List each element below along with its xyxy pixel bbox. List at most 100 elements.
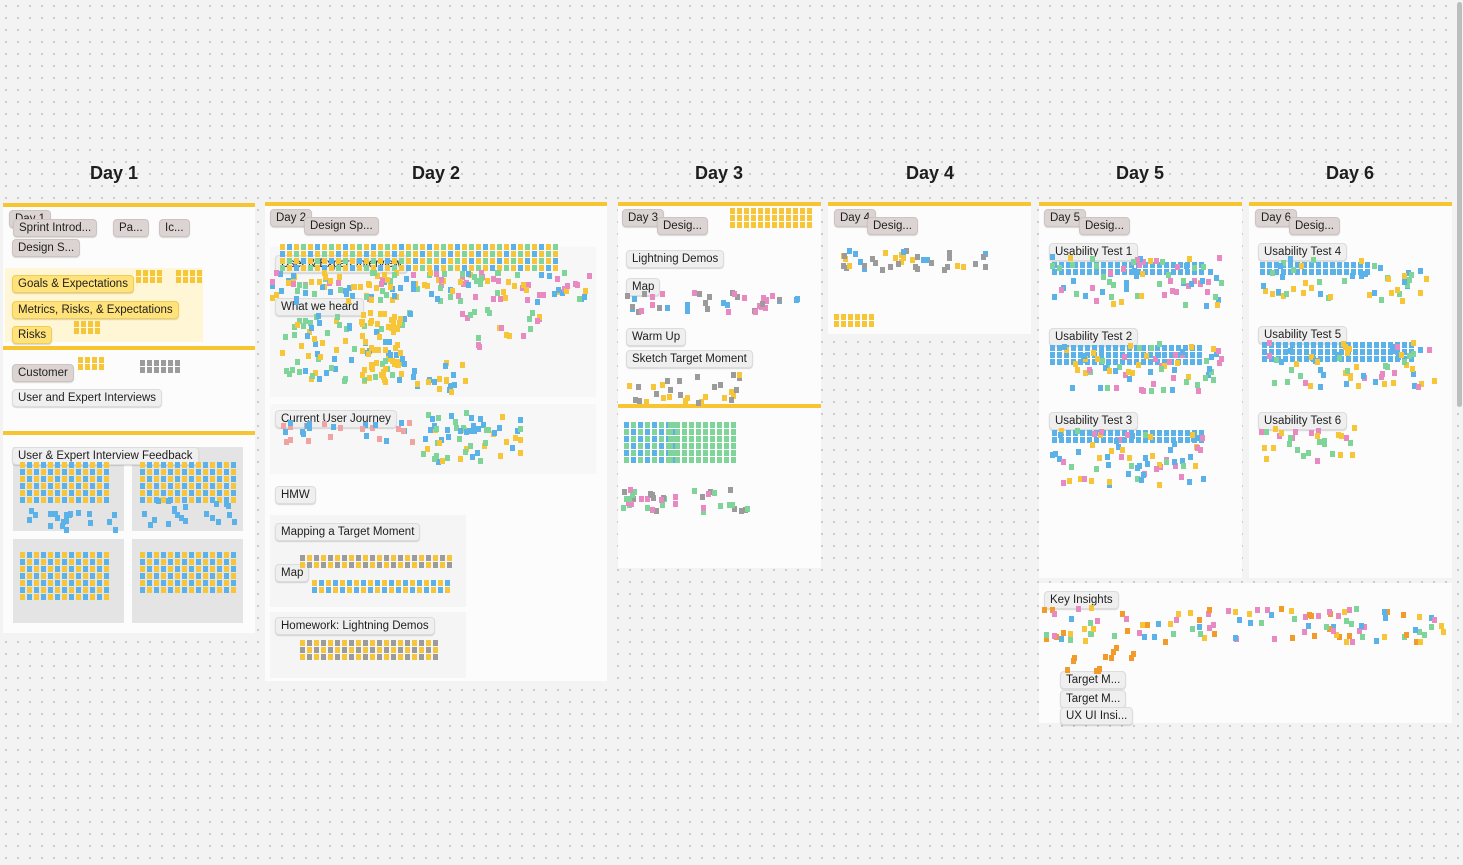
sticky-note: [1325, 349, 1330, 355]
sticky-note: [624, 450, 629, 456]
sticky-note: [203, 483, 208, 489]
sticky-note: [322, 258, 327, 264]
sticky-note: [140, 462, 145, 468]
sticky-note: [1190, 626, 1195, 632]
section-lightning-demos[interactable]: Lightning Demos: [626, 250, 725, 268]
section-homework-lightning-demos[interactable]: Homework: Lightning Demos: [275, 617, 435, 635]
sticky-note: [433, 654, 438, 660]
sticky-note: [69, 573, 74, 579]
sticky-note: [1072, 655, 1077, 661]
sticky-note: [497, 265, 502, 271]
sticky-note: [104, 469, 109, 475]
sticky-note: [88, 520, 93, 526]
sticky-note: [1410, 366, 1415, 372]
sticky-note: [1336, 613, 1341, 619]
sticky-note: [472, 274, 477, 280]
sticky-note: [1162, 352, 1167, 358]
sticky-note: [496, 278, 501, 284]
sticky-note: [1069, 616, 1074, 622]
sticky-note: [20, 552, 25, 558]
sticky-note: [175, 566, 180, 572]
sticky-note: [472, 309, 477, 315]
sticky-note: [143, 277, 148, 283]
sticky-note: [157, 270, 162, 276]
sticky-note: [434, 244, 439, 250]
section-customer[interactable]: Customer: [12, 364, 74, 382]
sticky-note: [364, 251, 369, 257]
sticky-note: [476, 244, 481, 250]
sticky-note: [210, 587, 215, 593]
section-design-s[interactable]: Design S...: [12, 239, 81, 257]
section-risks[interactable]: Risks: [12, 326, 53, 344]
section-day4-tag[interactable]: Day 4: [834, 209, 877, 227]
sticky-note: [280, 251, 285, 257]
section-usability-test-5[interactable]: Usability Test 5: [1258, 326, 1348, 344]
sticky-note: [1052, 633, 1057, 639]
section-day3-map[interactable]: Map: [626, 278, 661, 296]
section-usability-test-4[interactable]: Usability Test 4: [1258, 243, 1348, 261]
sticky-note: [398, 562, 403, 568]
section-sprint-intro[interactable]: Sprint Introd...: [13, 219, 98, 237]
section-key-insights[interactable]: Key Insights: [1044, 591, 1119, 609]
section-sketch-target-moment[interactable]: Sketch Target Moment: [626, 350, 753, 368]
section-day4-design[interactable]: Desig...: [867, 217, 918, 235]
section-target-moment-2[interactable]: Target M...: [1060, 690, 1127, 708]
sticky-note: [904, 248, 909, 254]
sticky-note: [104, 587, 109, 593]
sticky-note: [391, 640, 396, 646]
sticky-note: [412, 654, 417, 660]
section-user-expert-interviews[interactable]: User and Expert Interviews: [12, 389, 163, 407]
section-day3-design[interactable]: Desig...: [657, 217, 708, 235]
sticky-note: [1078, 345, 1083, 351]
section-design-sp[interactable]: Design Sp...: [304, 217, 379, 235]
sticky-note: [231, 580, 236, 586]
sticky-note: [1189, 281, 1194, 287]
section-day2-tag[interactable]: Day 2: [270, 209, 313, 227]
section-mapping-target-moment[interactable]: Mapping a Target Moment: [275, 523, 421, 541]
section-map[interactable]: Map: [275, 564, 310, 582]
sticky-note: [34, 483, 39, 489]
vertical-scrollbar[interactable]: [1457, 2, 1462, 407]
section-day6-design[interactable]: Desig...: [1289, 217, 1340, 235]
section-hmw[interactable]: HMW: [275, 486, 316, 504]
section-warm-up[interactable]: Warm Up: [626, 328, 687, 346]
sticky-note: [168, 559, 173, 565]
sticky-note: [1066, 269, 1071, 275]
sticky-note: [1281, 269, 1286, 275]
sticky-note: [55, 559, 60, 565]
sticky-note: [20, 587, 25, 593]
section-usability-test-2[interactable]: Usability Test 2: [1049, 328, 1139, 346]
sticky-note: [1139, 387, 1144, 393]
sticky-note: [644, 399, 649, 405]
section-day5-design[interactable]: Desig...: [1079, 217, 1130, 235]
section-interview-feedback[interactable]: User & Expert Interview Feedback: [12, 447, 199, 465]
sticky-note: [1120, 611, 1125, 617]
sticky-note: [76, 476, 81, 482]
sticky-note: [1117, 364, 1122, 370]
sticky-note: [360, 348, 365, 354]
sticky-note: [1265, 607, 1270, 613]
sticky-note: [331, 424, 336, 430]
sticky-note: [541, 292, 546, 298]
section-goals-expectations[interactable]: Goals & Expectations: [12, 275, 134, 293]
sticky-note: [945, 264, 950, 270]
sticky-note: [374, 329, 379, 335]
section-ux-ui-insights[interactable]: UX UI Insi...: [1060, 707, 1134, 725]
sticky-note: [1402, 359, 1407, 365]
section-usability-test-6[interactable]: Usability Test 6: [1258, 412, 1348, 430]
section-ic[interactable]: Ic...: [159, 219, 190, 237]
sticky-note: [1116, 444, 1121, 450]
sticky-note: [668, 422, 673, 428]
sticky-note: [352, 346, 357, 352]
sticky-note: [182, 497, 187, 503]
section-usability-test-3[interactable]: Usability Test 3: [1049, 412, 1139, 430]
section-pa[interactable]: Pa...: [113, 219, 149, 237]
section-metrics-risks[interactable]: Metrics, Risks, & Expectations: [12, 301, 179, 319]
sticky-note: [1233, 635, 1238, 641]
section-target-moment-1[interactable]: Target M...: [1060, 671, 1127, 689]
sticky-note: [1279, 359, 1284, 365]
sticky-note: [161, 580, 166, 586]
sticky-note: [1441, 629, 1446, 635]
sticky-note: [1073, 361, 1078, 367]
sticky-note: [189, 476, 194, 482]
